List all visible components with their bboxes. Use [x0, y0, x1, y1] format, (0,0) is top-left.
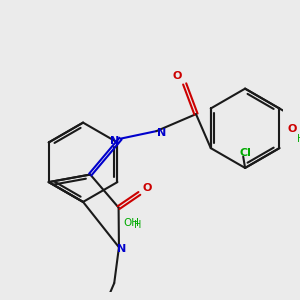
Text: Cl: Cl [239, 148, 251, 158]
Text: N: N [117, 244, 126, 254]
Text: OH: OH [124, 218, 140, 228]
Text: H: H [296, 134, 300, 144]
Text: O: O [142, 183, 152, 193]
Text: H: H [134, 220, 141, 230]
Text: N: N [110, 136, 119, 146]
Text: N: N [158, 128, 166, 138]
Text: O: O [172, 71, 182, 81]
Text: O: O [288, 124, 297, 134]
